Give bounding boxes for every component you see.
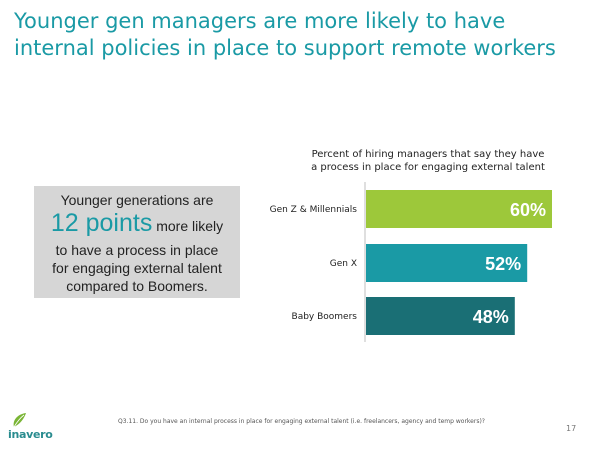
callout-box: Younger generations are 12 points more l… [34, 186, 240, 298]
slide-title-line-2: internal policies in place to support re… [14, 36, 556, 60]
footnote: Q3.11. Do you have an internal process i… [118, 418, 485, 425]
company-logo: inavero [8, 410, 68, 442]
callout-highlight: 12 points [50, 209, 153, 237]
bar-0 [366, 190, 552, 228]
bar-1 [366, 244, 528, 282]
callout-line-4: for engaging external talent [52, 260, 222, 276]
callout-line-1: Younger generations are [60, 192, 214, 208]
chart-title: Percent of hiring managers that say they… [282, 148, 574, 174]
page-number: 17 [566, 424, 577, 433]
category-label-2: Baby Boomers [292, 312, 358, 322]
callout-line-2-rest: more likely [152, 218, 223, 234]
category-label-1: Gen X [330, 259, 357, 269]
value-label-1: 52% [485, 254, 521, 274]
callout-line-5: compared to Boomers. [66, 278, 208, 294]
leaf-icon [13, 413, 26, 428]
bar-2 [366, 297, 515, 335]
callout-line-2-text: more likely [156, 218, 224, 234]
value-label-2: 48% [473, 307, 509, 327]
chart-title-line-1: Percent of hiring managers that say they… [311, 149, 545, 160]
slide-title: Younger gen managers are more likely to … [14, 8, 586, 62]
value-label-0: 60% [510, 200, 546, 220]
slide-title-line-1: Younger gen managers are more likely to … [14, 9, 506, 33]
category-label-0: Gen Z & Millennials [270, 205, 358, 215]
logo-text: inavero [8, 428, 53, 441]
callout-line-2: 12 points more likely [34, 209, 240, 241]
callout-line-3: to have a process in place [55, 242, 219, 258]
chart-title-line-2: a process in place for engaging external… [311, 162, 545, 173]
